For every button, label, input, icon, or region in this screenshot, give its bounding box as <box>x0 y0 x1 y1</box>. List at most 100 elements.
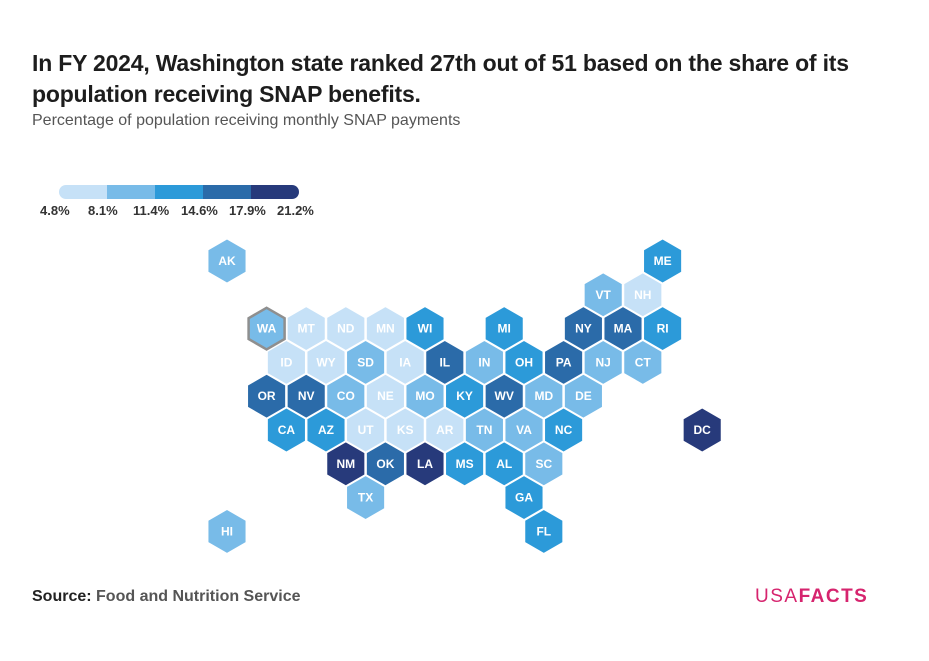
source-value: Food and Nutrition Service <box>96 588 301 605</box>
state-label-il: IL <box>439 355 450 369</box>
state-hex-nh <box>623 272 663 318</box>
state-label-sd: SD <box>357 355 374 369</box>
state-label-vt: VT <box>596 288 612 302</box>
logo-text-facts: FACTS <box>798 586 869 607</box>
state-label-hi: HI <box>221 524 233 538</box>
state-label-nc: NC <box>555 423 573 437</box>
state-hex-wv <box>484 373 524 419</box>
state-hex-nj <box>583 339 623 385</box>
state-label-mt: MT <box>298 322 316 336</box>
state-label-tn: TN <box>476 423 492 437</box>
state-hex-mi <box>484 306 524 352</box>
state-label-va: VA <box>516 423 532 437</box>
state-label-ga: GA <box>515 491 533 505</box>
state-label-ct: CT <box>635 355 652 369</box>
state-label-ak: AK <box>218 254 236 268</box>
legend-label: 17.9% <box>229 203 266 218</box>
state-label-md: MD <box>534 389 553 403</box>
state-label-dc: DC <box>694 423 712 437</box>
state-label-fl: FL <box>536 524 551 538</box>
state-hex-ok <box>365 441 405 487</box>
state-label-wy: WY <box>316 355 335 369</box>
state-hex-ar <box>425 407 465 453</box>
state-hex-va <box>504 407 544 453</box>
state-hex-sd <box>346 339 386 385</box>
state-label-sc: SC <box>535 457 552 471</box>
state-hex-me <box>643 238 683 284</box>
state-hex-ak <box>207 238 247 284</box>
state-hex-mn <box>365 306 405 352</box>
legend-swatch-5 <box>251 185 299 199</box>
state-hex-ri <box>643 306 683 352</box>
state-label-ma: MA <box>614 322 633 336</box>
state-label-ca: CA <box>278 423 296 437</box>
legend-color-bar <box>59 185 299 199</box>
legend-label: 4.8% <box>40 203 70 218</box>
state-hex-or <box>247 373 287 419</box>
state-label-nd: ND <box>337 322 355 336</box>
state-hex-sc <box>524 441 564 487</box>
state-label-mn: MN <box>376 322 395 336</box>
legend-label: 21.2% <box>277 203 314 218</box>
chart-title: In FY 2024, Washington state ranked 27th… <box>32 50 849 107</box>
state-label-ky: KY <box>456 389 473 403</box>
state-hex-la <box>405 441 445 487</box>
state-label-la: LA <box>417 457 433 471</box>
state-label-nv: NV <box>298 389 315 403</box>
state-hex-oh <box>504 339 544 385</box>
state-hex-ky <box>445 373 485 419</box>
state-hex-nc <box>544 407 584 453</box>
state-hex-hi <box>207 508 247 554</box>
state-hex-co <box>326 373 366 419</box>
state-hex-ms <box>445 441 485 487</box>
state-label-ia: IA <box>399 355 411 369</box>
state-label-nh: NH <box>634 288 651 302</box>
state-hex-ca <box>266 407 306 453</box>
state-label-ut: UT <box>358 423 375 437</box>
state-label-in: IN <box>478 355 490 369</box>
state-label-co: CO <box>337 389 355 403</box>
state-hex-wa <box>247 306 286 351</box>
state-hex-al <box>484 441 524 487</box>
state-hex-nm <box>326 441 366 487</box>
state-hex-fl <box>524 508 564 554</box>
state-hex-in <box>464 339 504 385</box>
state-hex-wi <box>405 306 445 352</box>
state-hex-az <box>306 407 346 453</box>
usafacts-logo: USAFACTS <box>755 586 868 608</box>
state-hex-mt <box>286 306 326 352</box>
state-label-mo: MO <box>415 389 434 403</box>
legend-label: 14.6% <box>181 203 218 218</box>
state-hex-id <box>266 339 306 385</box>
state-hex-md <box>524 373 564 419</box>
state-hex-dc <box>682 407 722 453</box>
state-label-ny: NY <box>575 322 592 336</box>
state-label-ne: NE <box>377 389 394 403</box>
state-label-az: AZ <box>318 423 334 437</box>
state-hex-ne <box>365 373 405 419</box>
state-hex-vt <box>583 272 623 318</box>
logo-text-usa: USA <box>755 586 799 607</box>
state-hex-ia <box>385 339 425 385</box>
state-hex-ct <box>623 339 663 385</box>
state-hex-tx <box>346 475 386 521</box>
legend-swatch-3 <box>155 185 203 199</box>
state-label-ar: AR <box>436 423 454 437</box>
state-label-al: AL <box>496 457 512 471</box>
state-hex-mo <box>405 373 445 419</box>
state-hex-ma <box>603 306 643 352</box>
state-label-nm: NM <box>336 457 355 471</box>
state-hex-de <box>563 373 603 419</box>
state-label-or: OR <box>258 389 276 403</box>
state-hex-ks <box>385 407 425 453</box>
state-label-de: DE <box>575 389 592 403</box>
state-label-nj: NJ <box>596 355 611 369</box>
state-hex-ut <box>346 407 386 453</box>
legend-swatch-1 <box>59 185 107 199</box>
state-label-ks: KS <box>397 423 414 437</box>
state-label-ri: RI <box>657 322 669 336</box>
state-label-oh: OH <box>515 355 533 369</box>
state-label-id: ID <box>280 355 292 369</box>
state-hex-ny <box>563 306 603 352</box>
